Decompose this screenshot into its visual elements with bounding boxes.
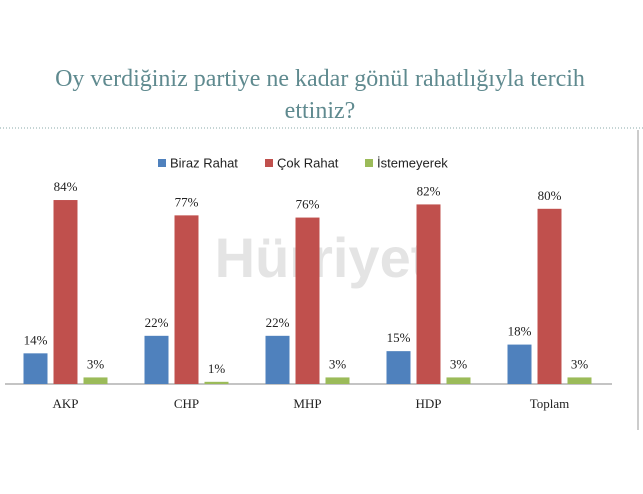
- data-label: 14%: [24, 332, 48, 347]
- data-label: 84%: [54, 179, 78, 194]
- x-tick-label: CHP: [174, 396, 199, 411]
- bar: [325, 377, 350, 384]
- bar: [23, 353, 48, 384]
- x-tick-label: AKP: [52, 396, 78, 411]
- legend-swatch: [265, 159, 273, 167]
- bar: [386, 351, 411, 384]
- data-label: 15%: [387, 330, 411, 345]
- bar: [144, 335, 169, 384]
- x-tick-label: Toplam: [530, 396, 570, 411]
- watermark: Hürriyet: [215, 226, 430, 289]
- bar: [174, 215, 199, 384]
- data-label: 1%: [208, 361, 226, 376]
- bar: [416, 204, 441, 384]
- chart-title: Oy verdiğiniz partiye ne kadar gönül rah…: [55, 66, 585, 124]
- x-tick-label: HDP: [415, 396, 441, 411]
- data-label: 76%: [296, 197, 320, 212]
- x-tick-label: MHP: [293, 396, 321, 411]
- data-label: 77%: [175, 194, 199, 209]
- data-label: 82%: [417, 183, 441, 198]
- bar: [567, 377, 592, 384]
- bar: [446, 377, 471, 384]
- bar: [53, 200, 78, 384]
- bar: [537, 208, 562, 384]
- legend-swatch: [158, 159, 166, 167]
- data-label: 3%: [571, 356, 589, 371]
- legend-label: Çok Rahat: [277, 155, 339, 170]
- data-label: 80%: [538, 188, 562, 203]
- data-label: 18%: [508, 324, 532, 339]
- legend-swatch: [365, 159, 373, 167]
- data-label: 3%: [87, 356, 105, 371]
- data-label: 3%: [450, 356, 468, 371]
- legend-label: İstemeyerek: [377, 155, 448, 170]
- bar: [265, 335, 290, 384]
- data-label: 22%: [266, 315, 290, 330]
- bar: [507, 344, 532, 384]
- data-label: 22%: [145, 315, 169, 330]
- bar: [204, 381, 229, 384]
- bar: [295, 217, 320, 384]
- legend-label: Biraz Rahat: [170, 155, 238, 170]
- bar: [83, 377, 108, 384]
- data-label: 3%: [329, 356, 347, 371]
